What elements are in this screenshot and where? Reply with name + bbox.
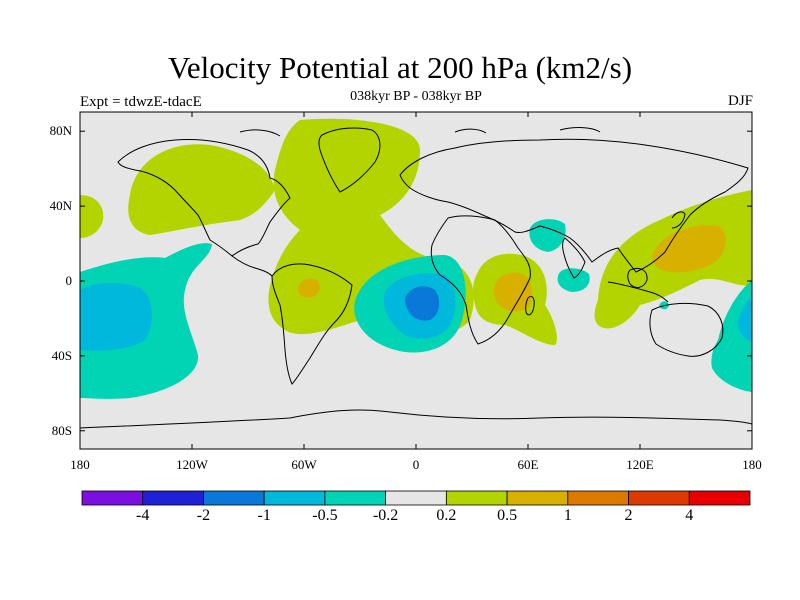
- lat-tick-label: 0: [65, 273, 73, 288]
- lon-tick-label: 60W: [291, 457, 317, 472]
- colorbar-label: -4: [136, 507, 150, 524]
- colorbar-swatch: [628, 490, 690, 506]
- colorbar-swatch: [142, 490, 204, 506]
- coastline-north-america: [117, 139, 291, 257]
- period-subtitle: 038kyr BP - 038kyr BP: [350, 89, 482, 104]
- coastline-antarctica: [80, 409, 752, 429]
- colorbar-label: -0.5: [312, 507, 338, 524]
- coastline-india: [562, 237, 586, 279]
- lat-tick-label: 80S: [51, 422, 72, 438]
- lon-tick-label: 0: [412, 457, 420, 472]
- contour-positive-east-pacific: [80, 195, 104, 238]
- contour-positive-north-america: [128, 144, 275, 235]
- coastline-japan: [671, 211, 686, 229]
- lon-tick-label: 60E: [517, 457, 539, 472]
- colorbar-swatch: [324, 490, 387, 506]
- lon-tick-label: 180: [742, 457, 762, 472]
- colorbar-label: 1: [563, 507, 572, 524]
- lon-tick-label: 180: [70, 457, 90, 472]
- coastline-arctic-islands: [239, 127, 601, 137]
- lon-tick-label: 120W: [176, 457, 208, 472]
- lat-tick-label: 40S: [51, 347, 72, 363]
- coastline-central-america: [231, 255, 273, 277]
- colorbar-swatch: [263, 490, 326, 506]
- colorbar-swatch: [81, 490, 144, 506]
- season-label: DJF: [727, 93, 753, 109]
- lat-tick-label: 80N: [49, 123, 72, 139]
- contour-negative-southeast-pacific-core: [737, 296, 752, 342]
- longitude-tick-marks: [79, 112, 753, 449]
- colorbar-label: -2: [196, 507, 211, 524]
- colorbar-label: 0.2: [436, 507, 457, 524]
- colorbar-swatch: [385, 490, 447, 506]
- lat-tick-label: 40N: [49, 198, 72, 214]
- colorbar-label: 4: [685, 507, 694, 524]
- colorbar-swatch: [203, 490, 265, 506]
- colorbar-swatch: [688, 490, 751, 506]
- contour-negative-atlantic-center: [405, 286, 440, 321]
- colorbar-swatch: [567, 490, 629, 506]
- chart-title: Velocity Potential at 200 hPa (km2/s): [167, 50, 633, 85]
- colorbar-label: 2: [624, 507, 633, 524]
- colorbar-swatch: [506, 490, 569, 506]
- contour-positive-south-america-core: [297, 278, 320, 298]
- contour-positive-west-pacific-core: [652, 225, 726, 273]
- contour-positive-africa-core: [493, 272, 533, 312]
- colorbar-label: -1: [257, 507, 271, 524]
- coastlines: [80, 127, 752, 429]
- colorbar-label: 0.5: [497, 507, 518, 524]
- latitude-tick-marks: [80, 130, 752, 432]
- contour-negative-africa-east: [529, 219, 566, 252]
- coastline-south-america: [271, 263, 353, 385]
- contour-negative-central-pacific-core: [80, 282, 152, 351]
- lon-tick-label: 120E: [626, 457, 654, 472]
- colorbar-label: -0.2: [372, 507, 399, 524]
- coastline-borneo: [627, 267, 648, 288]
- contour-negative-indian-ocean: [557, 268, 590, 292]
- coastline-australia: [649, 302, 724, 357]
- coastline-eurasia: [399, 138, 749, 273]
- coastline-madagascar: [525, 295, 535, 316]
- colorbar-swatch: [445, 490, 508, 506]
- colorbar: [81, 490, 751, 506]
- coastline-indonesia: [607, 281, 669, 303]
- coastline-greenland: [318, 127, 381, 193]
- contour-fields: [80, 118, 752, 399]
- coastline-africa: [430, 215, 531, 345]
- contour-negative-southeast-pacific: [711, 280, 752, 392]
- experiment-label: Expt = tdwzE-tdacE: [80, 94, 202, 110]
